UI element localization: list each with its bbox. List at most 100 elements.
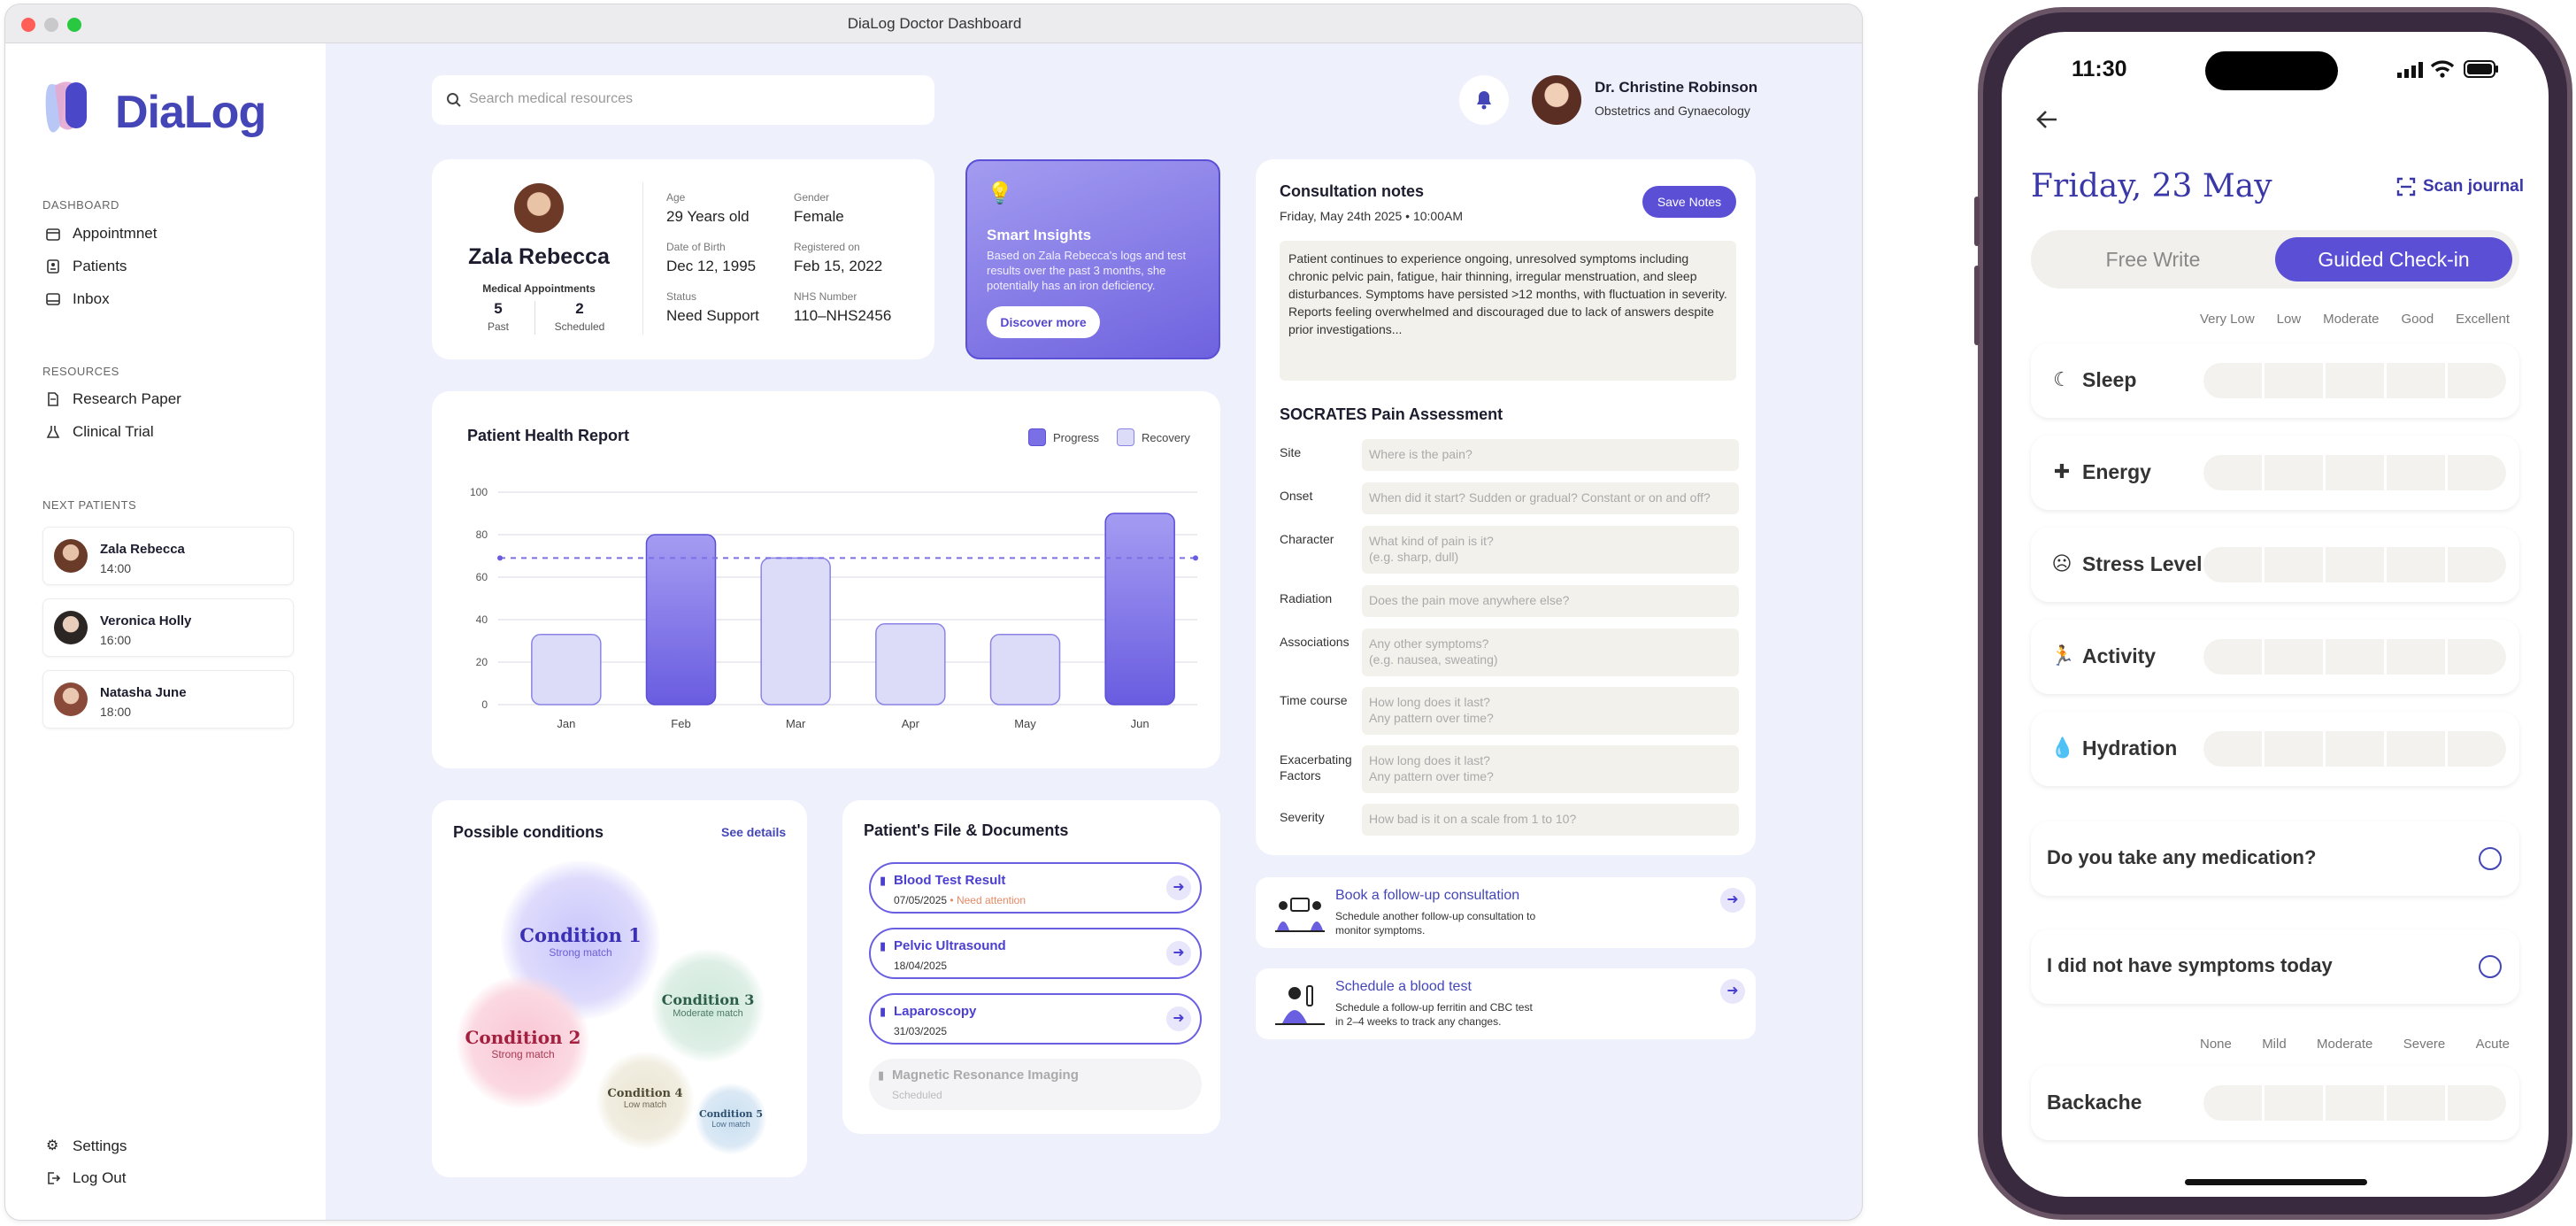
rating-scale[interactable] [2203,639,2506,675]
minimize-window-button[interactable] [44,18,58,32]
metric-label: Activity [2082,644,2157,667]
no-symptoms-radio[interactable] [2479,955,2502,978]
scale-label: Moderate [2323,312,2380,327]
next-patient-card[interactable]: Veronica Holly 16:00 [42,598,294,657]
condition-bubble[interactable]: Condition 5 Low match [696,1083,766,1154]
divider [534,301,535,335]
notes-textarea[interactable]: Patient continues to experience ongoing,… [1280,241,1736,381]
avatar [54,682,88,716]
nav-appointment[interactable]: Appointmnet [46,225,157,243]
socrates-title: SOCRATES Pain Assessment [1280,405,1503,423]
action-card[interactable]: Schedule a blood test Schedule a follow-… [1256,968,1756,1039]
action-title: Schedule a blood test [1335,979,1472,994]
rating-scale[interactable] [2203,455,2506,490]
discover-more-button[interactable]: Discover more [987,306,1100,338]
legend-progress-swatch [1028,428,1046,446]
notes-title: Consultation notes [1280,182,1424,200]
onset-field[interactable]: When did it start? Sudden or gradual? Co… [1362,482,1739,514]
brand-name: DiaLog [115,87,266,138]
arrow-right-icon[interactable]: ➜ [1166,941,1191,966]
x-tick-label: Jun [1131,717,1150,730]
condition-match: Strong match [491,1048,555,1060]
condition-bubble[interactable]: Condition 3 Moderate match [651,949,765,1062]
tab-guided-checkin[interactable]: Guided Check-in [2275,237,2512,281]
zoom-window-button[interactable] [67,18,81,32]
tab-free-write[interactable]: Free Write [2105,248,2201,271]
condition-bubble[interactable]: Condition 4 Low match [596,1052,694,1149]
metric-row-sleep: ☾ Sleep [2031,343,2519,418]
metric-label: Sleep [2082,368,2137,391]
field-label: Time course [1280,693,1348,707]
metric-row-energy: ✚ Energy [2031,436,2519,510]
scan-journal-button[interactable]: Scan journal [2396,177,2524,197]
file-item[interactable]: ▮ Laparoscopy 31/03/2025 ➜ [869,993,1202,1045]
mode-toggle: Free Write Guided Check-in [2031,230,2519,289]
search-icon [447,93,461,107]
condition-match: Strong match [549,946,612,959]
home-indicator[interactable] [2185,1179,2367,1185]
arrow-right-icon[interactable]: ➜ [1720,979,1745,1004]
next-patient-card[interactable]: Natasha June 18:00 [42,670,294,729]
nav-clinical-trial-label: Clinical Trial [73,423,154,440]
arrow-right-icon[interactable]: ➜ [1166,1006,1191,1031]
radiation-field[interactable]: Does the pain move anywhere else? [1362,585,1739,617]
files-title: Patient's File & Documents [864,821,1069,839]
nav-logout[interactable]: Log Out [46,1169,127,1187]
condition-match: Low match [623,1100,667,1110]
time-course-field[interactable]: How long does it last? Any pattern over … [1362,687,1739,735]
see-details-link[interactable]: See details [721,825,787,839]
rating-scale[interactable] [2203,731,2506,767]
arrow-right-icon[interactable]: ➜ [1720,888,1745,913]
doctor-avatar[interactable] [1532,75,1581,125]
nav-inbox[interactable]: Inbox [46,290,110,308]
search-input[interactable]: Search medical resources [432,75,934,125]
save-notes-button[interactable]: Save Notes [1642,186,1736,218]
next-patient-time: 14:00 [100,561,132,575]
close-window-button[interactable] [21,18,35,32]
action-description: Schedule another follow-up consultation … [1335,910,1536,937]
severity-field[interactable]: How bad is it on a scale from 1 to 10? [1362,804,1739,836]
file-name: Magnetic Resonance Imaging [892,1068,1079,1083]
y-tick-label: 60 [476,571,488,583]
rating-scale[interactable] [2203,363,2506,398]
gender-label: Gender [794,191,830,204]
condition-bubble[interactable]: Condition 2 Strong match [457,975,589,1108]
journal-date: Friday, 23 May [2031,168,2272,204]
file-item[interactable]: ▮ Blood Test Result 07/05/2025 • Need at… [869,862,1202,914]
rating-scale[interactable] [2203,547,2506,582]
severity-scale[interactable] [2203,1085,2506,1121]
recovery-bar [989,634,1061,706]
arrow-right-icon[interactable]: ➜ [1166,875,1191,900]
character-field[interactable]: What kind of pain is it? (e.g. sharp, du… [1362,526,1739,574]
recovery-bar [760,557,831,706]
action-description: Schedule a follow-up ferritin and CBC te… [1335,1001,1533,1028]
condition-name: Condition 2 [465,1027,581,1048]
doctor-name: Dr. Christine Robinson [1595,79,1758,96]
site-field[interactable]: Where is the pain? [1362,439,1739,471]
nav-patients[interactable]: Patients [46,258,127,275]
nav-research-paper[interactable]: Research Paper [46,390,181,408]
nav-clinical-trial[interactable]: Clinical Trial [46,423,154,441]
age-value: 29 Years old [666,208,750,225]
next-patient-card[interactable]: Zala Rebecca 14:00 [42,527,294,585]
file-item[interactable]: ▮ Pelvic Ultrasound 18/04/2025 ➜ [869,928,1202,979]
dialog-logo-icon [45,81,87,133]
sidebar: DiaLog DASHBOARD Appointmnet Patients In… [5,43,326,1220]
y-tick-label: 0 [481,698,488,711]
appointments-label: Medical Appointments [482,282,596,295]
question-row[interactable]: Do you take any medication? [2031,821,2519,896]
notifications-button[interactable] [1459,75,1509,125]
face-icon: ☹ [2051,552,2072,574]
next-patient-name: Zala Rebecca [100,542,185,557]
status-label: Status [666,290,697,303]
question-row[interactable]: I did not have symptoms today [2031,929,2519,1004]
exacerbating-field[interactable]: How long does it last? Any pattern over … [1362,745,1739,793]
reference-line-marker [497,555,503,561]
plus-icon: ✚ [2053,460,2071,482]
back-arrow-icon[interactable] [2035,109,2058,130]
dob-value: Dec 12, 1995 [666,258,757,274]
associations-field[interactable]: Any other symptoms? (e.g. nausea, sweati… [1362,628,1739,676]
medication-radio[interactable] [2479,847,2502,870]
action-card[interactable]: Book a follow-up consultation Schedule a… [1256,877,1756,948]
nav-settings[interactable]: ⚙ Settings [46,1137,127,1155]
